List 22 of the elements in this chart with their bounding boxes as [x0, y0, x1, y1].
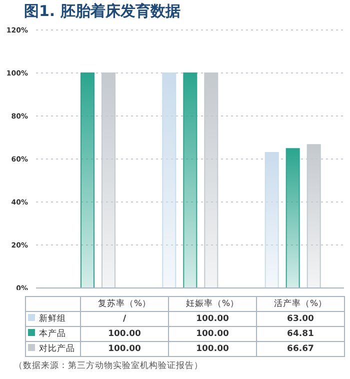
data-label: 64.81 — [256, 326, 344, 342]
bar — [162, 72, 176, 288]
x-tick-label: 妊娠率（%） — [168, 296, 256, 312]
text: （数据来源：第三方动物实验室机构验证报告） — [14, 360, 203, 372]
bar — [286, 148, 300, 288]
data-label: 100.00 — [80, 342, 168, 356]
text: / — [122, 314, 126, 324]
bar — [264, 152, 279, 288]
data-label: 100.00 — [168, 342, 256, 356]
data-label: 100.00 — [168, 312, 256, 326]
legend-label: 新鲜组 — [26, 312, 80, 326]
data-label: 63.00 — [256, 312, 344, 326]
chart-title: 图1. 胚胎着床发育数据 — [24, 2, 180, 21]
data-label: 100.00 — [80, 326, 168, 342]
x-tick-label: 复苏率（%） — [80, 296, 168, 312]
data-label: 100.00 — [168, 326, 256, 342]
legend-label: 本产品 — [26, 326, 80, 342]
legend-label: 对比产品 — [26, 342, 80, 356]
bar — [80, 72, 94, 288]
data-label: 66.67 — [256, 342, 344, 356]
x-tick-label: 活产率（%） — [256, 296, 344, 312]
bar — [183, 72, 198, 288]
